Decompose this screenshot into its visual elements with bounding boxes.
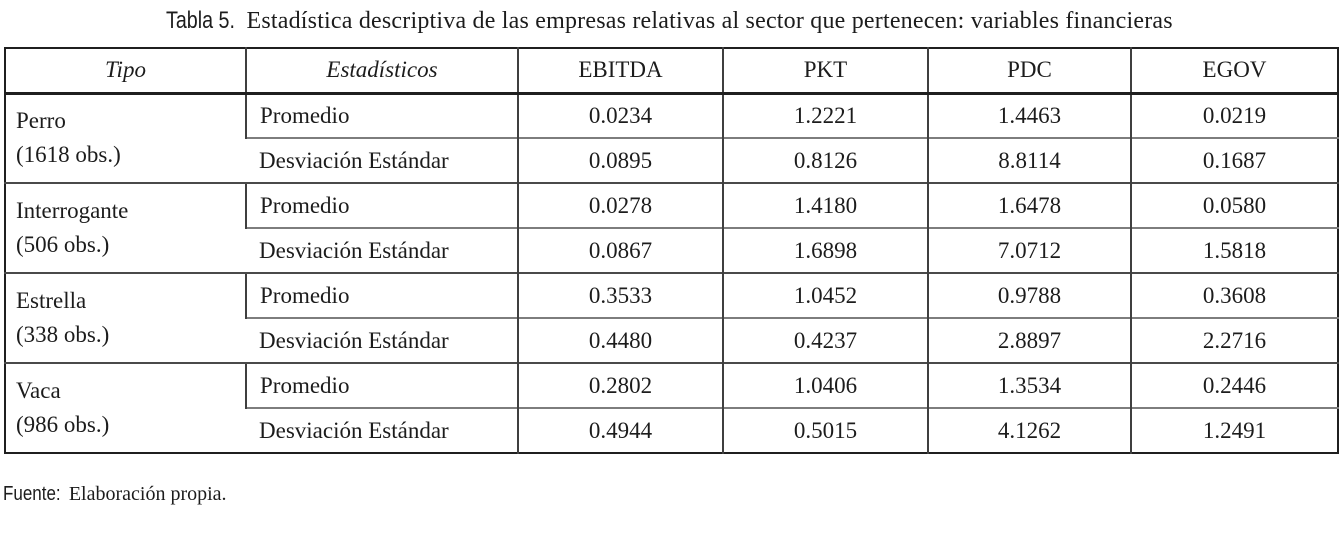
tipo-obs: (1618 obs.) xyxy=(16,142,121,168)
tipo-name: Perro xyxy=(16,108,66,134)
tipo-cell-perro: Perro (1618 obs.) xyxy=(5,93,246,183)
column-header-pdc: PDC xyxy=(927,48,1131,95)
value-cell: 0.0895 xyxy=(517,137,723,183)
column-header-ebitda: EBITDA xyxy=(517,48,723,95)
tipo-name: Vaca xyxy=(16,378,61,403)
tipo-name: Interrogante xyxy=(16,198,129,223)
table-row: Perro (1618 obs.) Promedio 0.0234 1.2221… xyxy=(5,93,1338,167)
value-cell: 1.3534 xyxy=(927,362,1131,408)
value-cell: 0.1687 xyxy=(1130,137,1338,183)
stat-label: Desviación Estándar xyxy=(246,227,518,273)
table-caption: Tabla 5. Estadística descriptiva de las … xyxy=(0,0,1339,35)
descriptive-stats-table: Tipo Estadísticos EBITDA PKT PDC EGOV Pe… xyxy=(4,47,1339,454)
stat-label: Promedio xyxy=(245,362,518,408)
value-cell: 4.1262 xyxy=(927,407,1131,453)
value-cell: 1.2221 xyxy=(722,93,928,138)
column-header-estadisticos: Estadísticos xyxy=(245,48,518,95)
value-cell: 0.2446 xyxy=(1130,362,1338,408)
table-row: Desviación Estándar 0.4480 0.4237 2.8897… xyxy=(5,317,1338,363)
value-cell: 1.0406 xyxy=(722,362,928,408)
value-cell: 2.8897 xyxy=(927,317,1131,363)
value-cell: 0.0580 xyxy=(1130,182,1338,228)
value-cell: 0.9788 xyxy=(927,272,1131,318)
column-header-tipo: Tipo xyxy=(5,48,246,95)
table-row: Estrella (338 obs.) Promedio 0.3533 1.04… xyxy=(5,272,1338,363)
value-cell: 0.3608 xyxy=(1130,272,1338,318)
value-cell: 0.4944 xyxy=(517,407,723,453)
source-note: Fuente: Elaboración propia. xyxy=(3,483,1339,506)
table-row: Desviación Estándar 0.0895 0.8126 8.8114… xyxy=(5,137,1338,183)
table-row: Desviación Estándar 0.0867 1.6898 7.0712… xyxy=(5,227,1338,273)
value-cell: 0.0219 xyxy=(1130,93,1338,138)
table-caption-text: Estadística descriptiva de las empresas … xyxy=(240,8,1173,34)
header-row: Tipo Estadísticos EBITDA PKT PDC EGOV xyxy=(5,48,1338,95)
table-row: Desviación Estándar 0.4944 0.5015 4.1262… xyxy=(5,407,1338,453)
column-header-pkt: PKT xyxy=(722,48,928,95)
stat-label: Promedio xyxy=(245,93,518,138)
stat-label: Promedio xyxy=(245,272,518,318)
stat-label: Desviación Estándar xyxy=(246,137,518,183)
value-cell: 8.8114 xyxy=(927,137,1131,183)
column-header-egov: EGOV xyxy=(1130,48,1338,95)
value-cell: 0.3533 xyxy=(517,272,723,318)
tipo-obs: (986 obs.) xyxy=(16,412,110,437)
value-cell: 7.0712 xyxy=(927,227,1131,273)
value-cell: 0.0278 xyxy=(517,182,723,228)
tipo-cell-estrella: Estrella (338 obs.) xyxy=(5,272,246,363)
value-cell: 0.4237 xyxy=(722,317,928,363)
value-cell: 1.4463 xyxy=(927,93,1131,138)
tipo-obs: (338 obs.) xyxy=(16,322,110,347)
source-note-text: Elaboración propia. xyxy=(68,483,227,505)
value-cell: 1.4180 xyxy=(722,182,928,228)
stat-label: Promedio xyxy=(245,182,518,228)
table-row: Vaca (986 obs.) Promedio 0.2802 1.0406 1… xyxy=(5,362,1338,453)
value-cell: 1.6898 xyxy=(722,227,928,273)
value-cell: 0.0867 xyxy=(517,227,723,273)
source-note-label: Fuente: xyxy=(3,483,61,505)
value-cell: 2.2716 xyxy=(1130,317,1338,363)
value-cell: 1.2491 xyxy=(1130,407,1338,453)
table-row: Interrogante (506 obs.) Promedio 0.0278 … xyxy=(5,182,1338,273)
stat-label: Desviación Estándar xyxy=(246,317,518,363)
tipo-obs: (506 obs.) xyxy=(16,232,110,257)
value-cell: 1.0452 xyxy=(722,272,928,318)
tipo-cell-vaca: Vaca (986 obs.) xyxy=(5,362,246,453)
tipo-cell-interrogante: Interrogante (506 obs.) xyxy=(5,182,246,273)
table-caption-number: Tabla 5. xyxy=(166,7,236,34)
value-cell: 0.4480 xyxy=(517,317,723,363)
value-cell: 0.0234 xyxy=(517,93,723,138)
value-cell: 0.2802 xyxy=(517,362,723,408)
value-cell: 0.8126 xyxy=(722,137,928,183)
tipo-name: Estrella xyxy=(16,288,87,313)
stat-label: Desviación Estándar xyxy=(246,407,518,453)
value-cell: 1.6478 xyxy=(927,182,1131,228)
value-cell: 1.5818 xyxy=(1130,227,1338,273)
value-cell: 0.5015 xyxy=(722,407,928,453)
